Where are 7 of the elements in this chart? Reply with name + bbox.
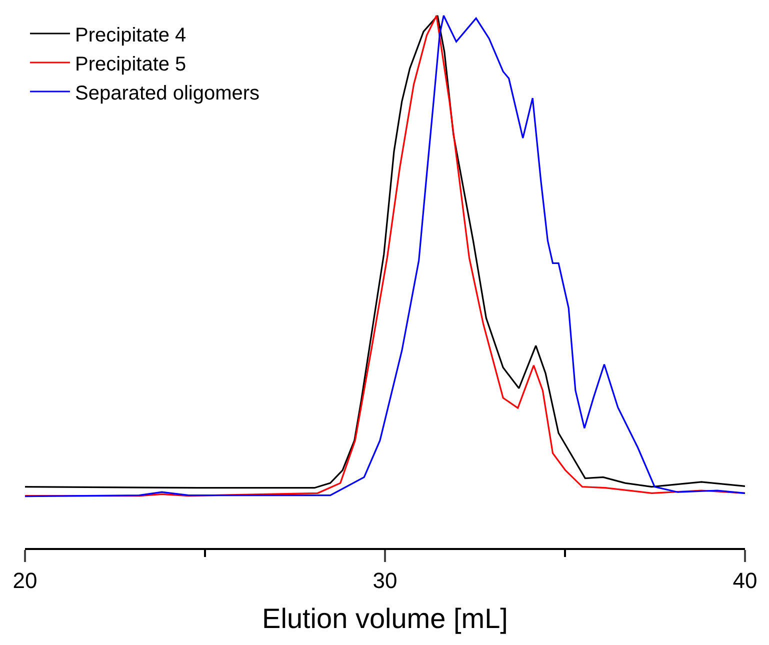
legend-label: Separated oligomers [75, 82, 260, 104]
legend-label: Precipitate 4 [75, 24, 186, 46]
x-tick-label: 20 [12, 568, 38, 594]
x-tick-label: 30 [372, 568, 398, 594]
legend-label: Precipitate 5 [75, 53, 186, 76]
x-axis-title: Elution volume [mL] [262, 602, 508, 634]
x-tick-label: 40 [732, 568, 758, 594]
